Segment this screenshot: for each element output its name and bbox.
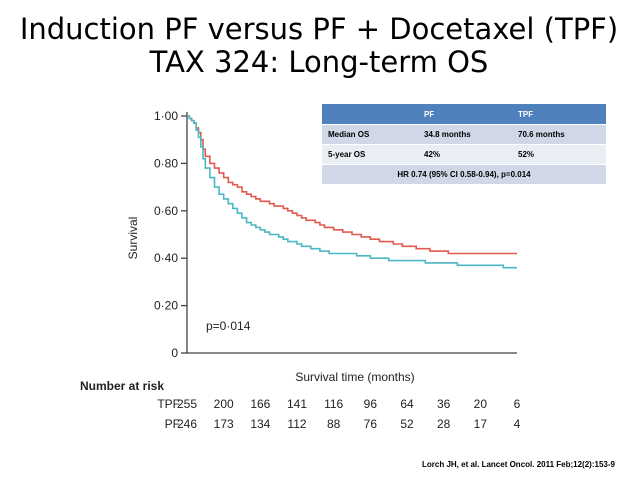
summary-cell: 34.8 months bbox=[418, 124, 512, 145]
summary-cell: Median OS bbox=[322, 124, 418, 145]
summary-cell: 70.6 months bbox=[512, 124, 606, 145]
summary-header-blank bbox=[322, 104, 418, 125]
summary-cell: 5-year OS bbox=[322, 144, 418, 165]
hazard-ratio-text: HR 0.74 (95% CI 0.58-0.94), p=0.014 bbox=[322, 164, 606, 184]
risk-value: 112 bbox=[287, 417, 306, 431]
y-tick-label: 0·40 bbox=[154, 251, 178, 265]
risk-value: 134 bbox=[250, 417, 270, 431]
summary-cell: 42% bbox=[418, 144, 512, 165]
y-tick-label: 0·60 bbox=[154, 204, 178, 218]
summary-header-row: PF TPF bbox=[322, 104, 606, 125]
summary-header-pf: PF bbox=[418, 104, 512, 125]
risk-row-label: PF bbox=[165, 417, 180, 431]
risk-value: 255 bbox=[177, 397, 197, 411]
risk-value: 96 bbox=[364, 397, 378, 411]
summary-row-hazard-ratio: HR 0.74 (95% CI 0.58-0.94), p=0.014 bbox=[322, 164, 606, 184]
summary-header-tpf: TPF bbox=[512, 104, 606, 125]
risk-value: 20 bbox=[474, 397, 488, 411]
x-axis-label: Survival time (months) bbox=[295, 370, 414, 384]
risk-value: 173 bbox=[214, 417, 234, 431]
survival-curve-tpf bbox=[187, 115, 517, 255]
risk-value: 64 bbox=[400, 397, 414, 411]
risk-value: 88 bbox=[327, 417, 341, 431]
risk-value: 28 bbox=[437, 417, 451, 431]
summary-row-5yr-os: 5-year OS 42% 52% bbox=[322, 144, 606, 165]
number-at-risk-title: Number at risk bbox=[80, 379, 164, 393]
risk-value: 52 bbox=[400, 417, 414, 431]
y-tick-label: 0·80 bbox=[154, 156, 178, 170]
y-tick-label: 0 bbox=[171, 346, 178, 360]
citation-reference: Lorch JH, et al. Lancet Oncol. 2011 Feb;… bbox=[422, 460, 615, 469]
summary-row-median-os: Median OS 34.8 months 70.6 months bbox=[322, 124, 606, 145]
slide-title-line2: TAX 324: Long-term OS bbox=[149, 45, 489, 79]
y-tick-label: 0·20 bbox=[154, 299, 178, 313]
risk-value: 200 bbox=[214, 397, 234, 411]
risk-value: 17 bbox=[474, 417, 488, 431]
risk-row-label: TPF bbox=[157, 397, 180, 411]
risk-value: 36 bbox=[437, 397, 451, 411]
risk-value: 141 bbox=[287, 397, 307, 411]
risk-value: 166 bbox=[250, 397, 270, 411]
chart-axes: 1·00 0·80 0·60 0·40 0·20 0 bbox=[154, 109, 517, 360]
risk-value: 76 bbox=[364, 417, 378, 431]
survival-summary-table: PF TPF Median OS 34.8 months 70.6 months… bbox=[322, 104, 606, 184]
risk-value: 6 bbox=[514, 397, 521, 411]
summary-cell: 52% bbox=[512, 144, 606, 165]
risk-value: 4 bbox=[514, 417, 521, 431]
p-value-annotation: p=0·014 bbox=[206, 319, 251, 333]
survival-curve-pf bbox=[187, 115, 517, 269]
slide-title-line1: Induction PF versus PF + Docetaxel (TPF) bbox=[19, 12, 619, 46]
chart-curves bbox=[187, 115, 517, 269]
risk-value: 246 bbox=[177, 417, 197, 431]
risk-value: 116 bbox=[324, 397, 343, 411]
y-tick-label: 1·00 bbox=[154, 109, 178, 123]
y-axis-label: Survival bbox=[126, 217, 140, 260]
